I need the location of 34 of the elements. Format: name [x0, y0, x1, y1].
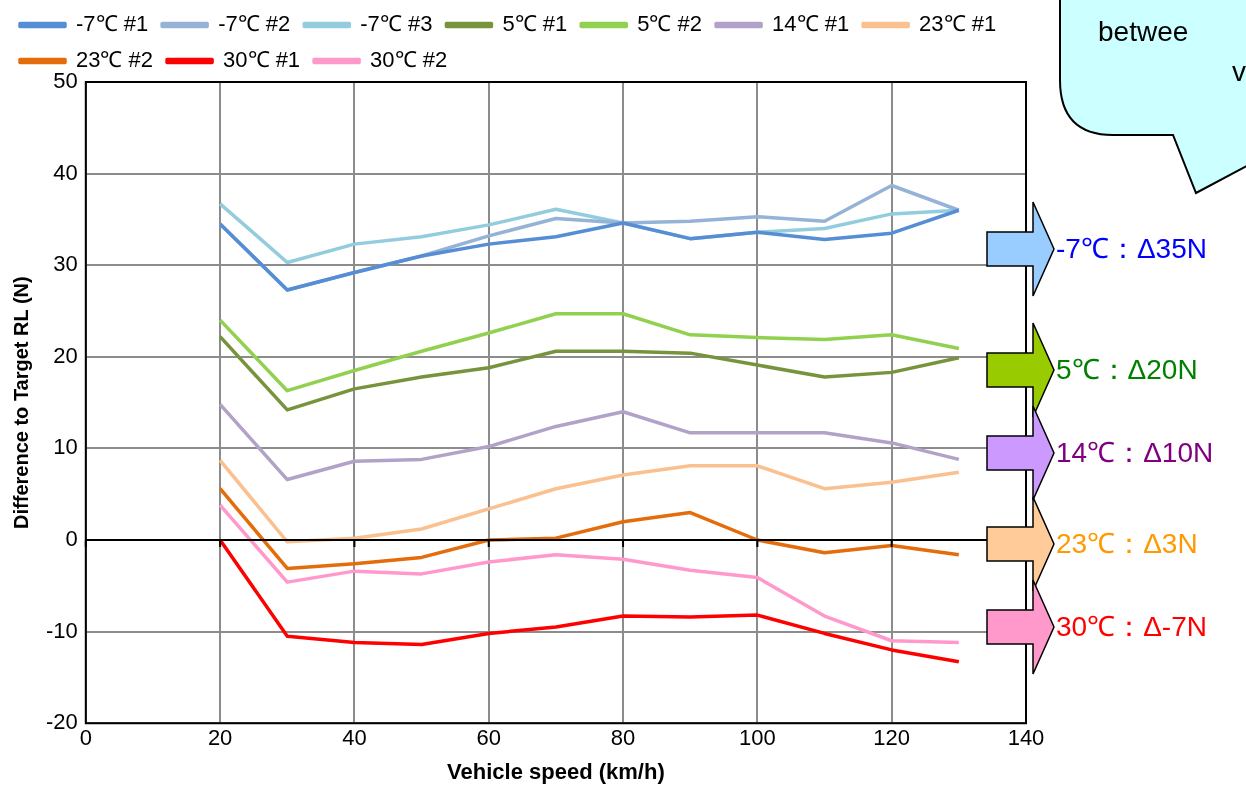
- legend-label: 30℃ #1: [223, 47, 301, 73]
- text: 30℃：Δ-7N: [1056, 610, 1207, 644]
- legend-label: 5℃ #1: [502, 11, 568, 37]
- x-tick-label: 80: [610, 725, 636, 751]
- x-axis-title: Vehicle speed (km/h): [447, 758, 665, 784]
- x-tick-label: 40: [342, 725, 367, 751]
- x-tick-label: 20: [207, 725, 233, 751]
- legend-label: 5℃ #2: [637, 11, 703, 37]
- x-tick-label: 60: [476, 725, 501, 751]
- y-tick-label: 50: [53, 68, 78, 94]
- y-tick-label: 20: [53, 342, 78, 368]
- text: 23℃：Δ3N: [1056, 527, 1198, 561]
- legend-label: 14℃ #1: [772, 11, 850, 37]
- y-tick-label: -20: [46, 709, 78, 735]
- text: betwee: [1098, 15, 1190, 49]
- legend-label: 30℃ #2: [370, 47, 448, 73]
- x-tick-label: 120: [873, 725, 911, 751]
- text: 5℃：Δ20N: [1056, 353, 1198, 387]
- text: 14℃：Δ10N: [1056, 436, 1214, 470]
- y-axis-title: Difference to Target RL (N): [9, 276, 32, 529]
- legend-label: 23℃ #2: [76, 47, 154, 73]
- legend-label: 23℃ #1: [919, 11, 997, 37]
- y-tick-label: -10: [46, 617, 78, 643]
- x-tick-label: 140: [1007, 725, 1045, 751]
- y-tick-label: 40: [53, 159, 78, 185]
- y-tick-label: 10: [53, 434, 78, 460]
- legend-label: -7℃ #1: [76, 11, 149, 37]
- legend-label: -7℃ #3: [360, 11, 433, 37]
- legend-label: -7℃ #2: [218, 11, 291, 37]
- text: v: [1231, 55, 1246, 89]
- y-tick-label: 0: [65, 526, 78, 552]
- text: -7℃：Δ35N: [1056, 232, 1207, 266]
- y-tick-label: 30: [53, 251, 78, 277]
- x-tick-label: 100: [739, 725, 776, 751]
